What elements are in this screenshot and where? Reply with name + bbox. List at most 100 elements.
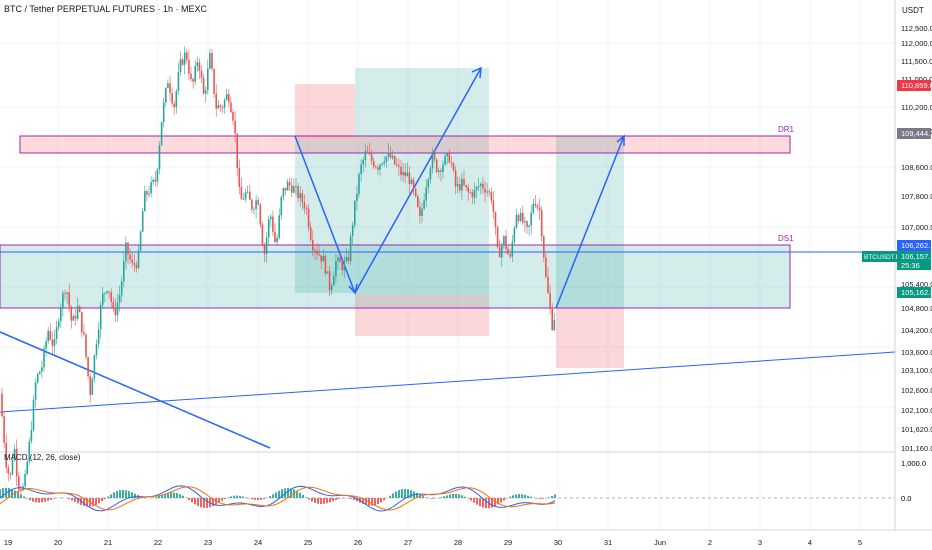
macd-bar xyxy=(188,498,190,500)
candle-body xyxy=(389,152,392,158)
dr1-zone[interactable] xyxy=(19,135,791,154)
price-tick: 104,200.0 xyxy=(901,326,932,335)
candle-body xyxy=(419,206,421,216)
short-stop-box[interactable] xyxy=(295,84,355,139)
candle-body xyxy=(204,90,207,94)
support-trendline[interactable] xyxy=(0,351,896,413)
macd-bar xyxy=(119,490,121,498)
candles xyxy=(1,46,556,500)
candle-body xyxy=(146,191,148,195)
candle-body xyxy=(230,102,232,113)
macd-bar xyxy=(113,492,115,498)
macd-bar xyxy=(227,497,229,498)
candle-body xyxy=(473,189,476,198)
candle-body xyxy=(24,473,26,487)
macd-indicator-label[interactable]: MACD (12, 26, close) xyxy=(4,453,81,462)
candle-body xyxy=(398,165,400,167)
macd-bar xyxy=(200,498,202,508)
candle-body xyxy=(66,292,68,294)
candle-body xyxy=(486,191,488,193)
descending-trendline[interactable] xyxy=(0,331,271,449)
time-axis[interactable]: 19 20 21 22 23 24 25 26 27 28 29 30 31 Jun 2 3 4 5 xyxy=(4,538,862,547)
long-entry-box[interactable] xyxy=(355,294,489,336)
candle-body xyxy=(358,174,360,194)
position-boxes[interactable] xyxy=(295,68,624,368)
macd-bar xyxy=(308,498,310,500)
candle-body xyxy=(442,164,444,172)
macd-bar xyxy=(14,490,16,498)
macd-bar xyxy=(554,494,556,498)
candle-body xyxy=(213,68,215,94)
macd-bar xyxy=(179,494,181,498)
macd-bar xyxy=(395,491,397,498)
candle-body xyxy=(120,281,123,296)
candle-body xyxy=(225,94,228,100)
candle-body xyxy=(81,312,83,333)
candle-body xyxy=(496,227,499,248)
macd-bar xyxy=(104,498,106,499)
candle-body xyxy=(240,186,243,200)
candle-body xyxy=(366,151,369,153)
candle-body xyxy=(354,200,356,226)
up-arrow-2 xyxy=(555,135,625,309)
candle-body xyxy=(337,257,339,262)
candle-body xyxy=(131,259,133,263)
candle-body xyxy=(26,461,28,474)
macd-bar xyxy=(422,496,424,498)
candle-body xyxy=(402,171,404,176)
candle-body xyxy=(549,293,551,310)
candle-body xyxy=(3,416,5,444)
candle-body xyxy=(223,99,226,108)
macd-bar xyxy=(263,498,265,499)
candle-body xyxy=(446,153,448,157)
macd-bar xyxy=(383,498,385,501)
candle-body xyxy=(456,184,459,187)
candle-body xyxy=(454,170,457,187)
macd-bar xyxy=(173,492,175,498)
macd-bar xyxy=(464,496,466,498)
macd-bar xyxy=(122,489,124,498)
macd-bar xyxy=(302,495,304,498)
candle-body xyxy=(274,231,276,243)
macd-bar xyxy=(206,498,208,508)
candle-body xyxy=(505,235,507,249)
candle-body xyxy=(433,153,436,160)
symbol-header[interactable]: BTC / Tether PERPETUAL FUTURES · 1h · ME… xyxy=(4,4,208,14)
macd-bar xyxy=(41,498,43,503)
candle-body xyxy=(370,154,373,162)
candle-body xyxy=(167,83,169,89)
candle-body xyxy=(253,209,255,210)
macd-bar xyxy=(194,498,196,505)
macd-bar xyxy=(524,494,526,498)
candle-body xyxy=(236,133,238,168)
macd-bar xyxy=(53,498,55,499)
macd-bar xyxy=(212,498,214,507)
candle-body xyxy=(150,182,152,194)
macd-bar xyxy=(323,498,325,504)
candle-body xyxy=(175,91,178,108)
candle-body xyxy=(414,188,417,196)
long2-stop-box[interactable] xyxy=(556,308,624,368)
macd-bar xyxy=(26,498,28,499)
candle-body xyxy=(209,53,211,69)
macd-bar xyxy=(509,496,511,498)
macd-bar xyxy=(176,493,178,498)
candle-body xyxy=(83,332,85,335)
candle-body xyxy=(280,196,283,216)
candle-body xyxy=(177,72,180,92)
ds1-zone[interactable] xyxy=(0,244,791,309)
candle-body xyxy=(423,200,425,209)
macd-bar xyxy=(539,498,541,499)
macd-bar xyxy=(182,495,184,498)
candle-body xyxy=(102,293,104,305)
candle-body xyxy=(282,187,285,197)
macd-bar xyxy=(272,494,274,498)
time-tick: 30 xyxy=(554,538,562,547)
macd-bar xyxy=(35,498,37,503)
macd-tick-zero: 0.0 xyxy=(901,494,911,503)
candle-body xyxy=(288,181,291,186)
long-target-box[interactable] xyxy=(355,68,489,294)
candle-body xyxy=(5,443,7,468)
macd-bar xyxy=(326,498,328,504)
